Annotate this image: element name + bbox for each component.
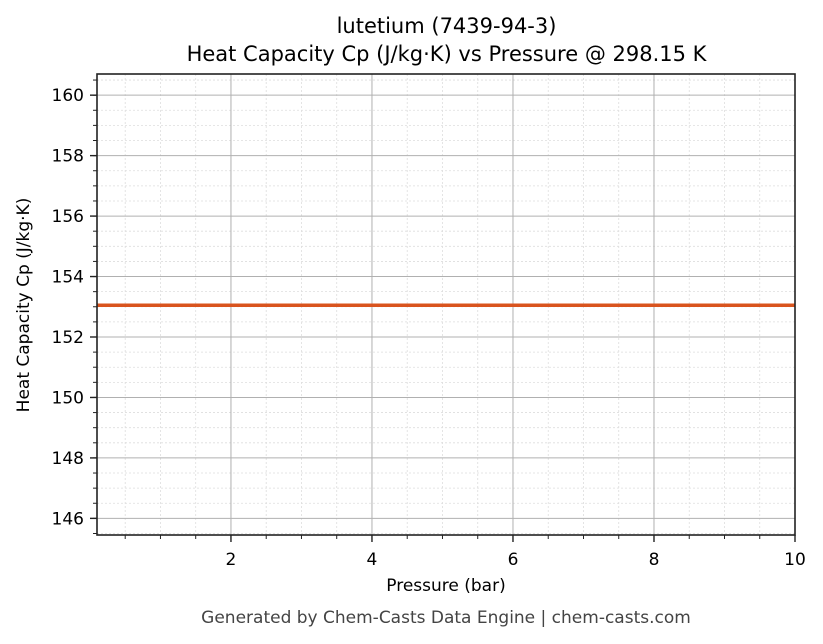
x-tick-label: 2 bbox=[226, 550, 237, 570]
chart-title-line1: lutetium (7439-94-3) bbox=[336, 14, 557, 38]
y-tick-label: 154 bbox=[52, 268, 84, 288]
x-tick-label: 6 bbox=[508, 550, 519, 570]
y-tick-label: 152 bbox=[52, 328, 84, 348]
y-tick-label: 150 bbox=[52, 388, 84, 408]
axes-frame bbox=[96, 73, 796, 536]
y-tick-label: 148 bbox=[52, 449, 84, 469]
x-tick-label: 10 bbox=[784, 550, 806, 570]
y-axis-label: Heat Capacity Cp (J/kg·K) bbox=[14, 197, 34, 413]
y-tick-label: 156 bbox=[52, 207, 84, 227]
y-tick-label: 146 bbox=[52, 509, 84, 529]
footer-credit: Generated by Chem-Casts Data Engine | ch… bbox=[201, 608, 691, 628]
y-tick-label: 158 bbox=[52, 147, 84, 167]
x-tick-label: 4 bbox=[367, 550, 378, 570]
x-tick-label: 8 bbox=[649, 550, 660, 570]
chart-title-line2: Heat Capacity Cp (J/kg·K) vs Pressure @ … bbox=[186, 42, 707, 66]
y-tick-label: 160 bbox=[52, 86, 84, 106]
x-axis-label: Pressure (bar) bbox=[386, 576, 506, 596]
